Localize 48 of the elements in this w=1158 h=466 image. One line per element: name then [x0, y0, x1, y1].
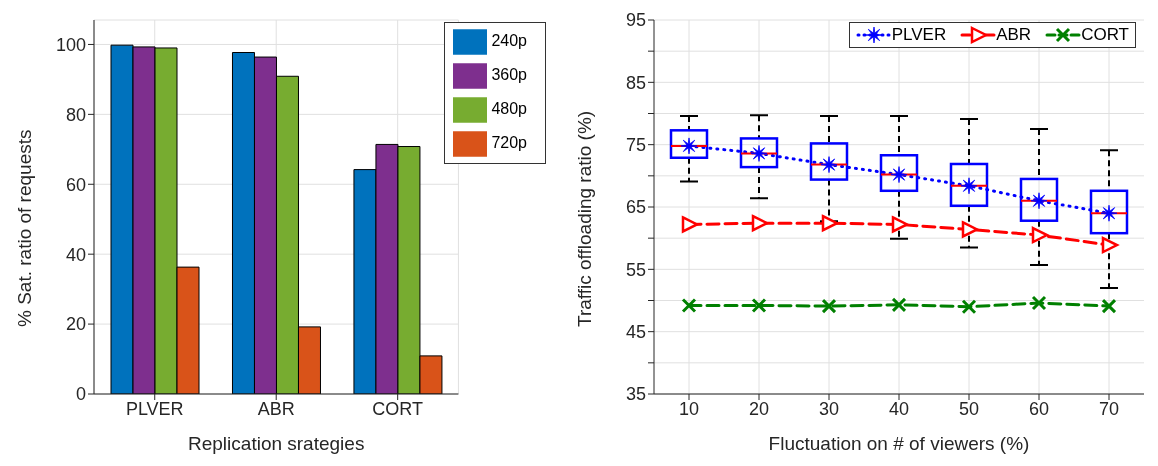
- y-tick-label: 65: [625, 197, 646, 218]
- x-tick-label: 40: [888, 398, 910, 419]
- x-tick-label: ABR: [257, 398, 295, 419]
- x-tick-label: 20: [748, 398, 770, 419]
- y-tick-label: 55: [625, 259, 646, 280]
- point: [1101, 236, 1119, 254]
- y-tick-label: 85: [625, 72, 646, 93]
- point: [681, 216, 699, 233]
- x-axis-title: Fluctuation on # of viewers (%): [768, 433, 1030, 454]
- y-tick-label: 100: [55, 34, 86, 55]
- legend-label: 480p: [491, 100, 527, 118]
- legend-label: CORT: [1081, 25, 1129, 45]
- point: [961, 299, 977, 315]
- x-tick-label: PLVER: [125, 398, 184, 419]
- point: [681, 297, 697, 313]
- point: [1031, 295, 1047, 311]
- y-tick-label: 40: [65, 244, 86, 265]
- y-axis-title: Traffic offloading ratio (%): [573, 110, 595, 327]
- point: [751, 214, 769, 232]
- y-axis-title: % Sat. ratio of requests: [13, 129, 35, 327]
- y-tick-label: 35: [625, 384, 646, 405]
- y-tick-label: 45: [625, 322, 646, 343]
- y-tick-label: 20: [65, 314, 86, 335]
- x-tick-label: 70: [1098, 398, 1120, 419]
- x-tick-label: 30: [818, 398, 840, 419]
- legend-label: 720p: [491, 134, 527, 152]
- x-tick-label: CORT: [372, 398, 424, 419]
- legend-label: 240p: [491, 32, 527, 50]
- y-tick-label: 75: [625, 135, 646, 156]
- x-tick-label: 50: [958, 398, 980, 419]
- point: [961, 221, 979, 238]
- y-tick-label: 0: [75, 384, 86, 405]
- y-tick-label: 80: [65, 104, 86, 125]
- legend-label: 360p: [491, 66, 527, 84]
- point: [1031, 226, 1049, 244]
- y-tick-label: 60: [65, 174, 86, 195]
- x-tick-label: 10: [678, 398, 700, 419]
- point: [821, 214, 839, 232]
- legend-label: PLVER: [891, 25, 947, 45]
- point: [891, 297, 907, 313]
- legend-label: ABR: [996, 25, 1032, 45]
- y-tick-label: 95: [625, 10, 646, 31]
- point: [1101, 298, 1117, 314]
- point: [751, 297, 767, 313]
- point: [821, 298, 837, 314]
- point: [891, 216, 909, 233]
- x-axis-title: Replication srategies: [188, 433, 365, 454]
- x-tick-label: 60: [1028, 398, 1050, 419]
